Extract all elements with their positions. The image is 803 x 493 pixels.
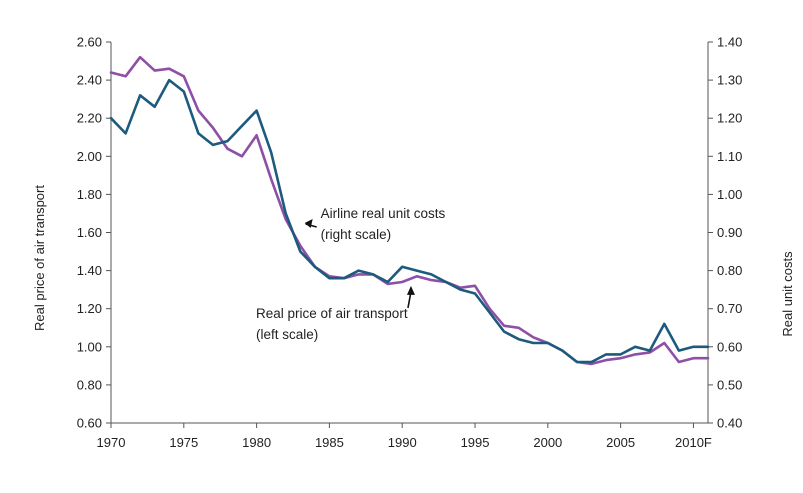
x-tick-label: 2000 [533,435,562,450]
x-tick-label: 1975 [169,435,198,450]
right-tick-label: 1.30 [717,73,742,88]
right-tick-label: 1.10 [717,149,742,164]
left-tick-label: 1.00 [77,339,102,354]
x-tick-label: 1970 [97,435,126,450]
right-tick-label: 0.90 [717,225,742,240]
x-tick-label: 1985 [315,435,344,450]
left-tick-label: 0.80 [77,377,102,392]
left-tick-label: 2.00 [77,149,102,164]
left-tick-label: 1.40 [77,263,102,278]
x-tick-label: 1995 [461,435,490,450]
right-axis-title: Real unit costs [780,251,795,337]
right-tick-label: 1.00 [717,187,742,202]
series-layer [109,55,710,366]
left-axis-ticks: 0.60 0.80 1.00 1.20 1.40 1.60 1.80 2.00 2.20 2.40… [77,35,111,431]
series-line-real-price [109,55,710,366]
x-tick-label: 2005 [606,435,635,450]
annotation-sublabel: (left scale) [256,327,318,342]
left-tick-label: 2.20 [77,111,102,126]
x-tick-label: 1990 [388,435,417,450]
right-axis-ticks: 0.40 0.50 0.60 0.70 0.80 0.90 1.00 1.10 1.20 1.30… [708,35,742,431]
right-tick-label: 0.40 [717,416,742,431]
left-tick-label: 0.60 [77,416,102,431]
right-tick-label: 0.80 [717,263,742,278]
left-tick-label: 1.60 [77,225,102,240]
annotation-label: Airline real unit costs [321,206,446,221]
x-tick-label: 1980 [242,435,271,450]
right-tick-label: 0.70 [717,301,742,316]
left-tick-label: 2.60 [77,35,102,50]
right-tick-label: 0.60 [717,339,742,354]
annotation-layer: Airline real unit costs (right scale) Real… [256,206,445,342]
axes [110,42,709,424]
left-tick-label: 2.40 [77,73,102,88]
annotation-label: Real price of air transport [256,306,408,321]
left-tick-label: 1.80 [77,187,102,202]
series-line-airline-unit-costs [109,78,710,364]
annotation-arrow-head [406,285,415,295]
annotation-arrow-head [304,218,313,228]
right-tick-label: 0.50 [717,377,742,392]
annotation-sublabel: (right scale) [321,227,392,242]
left-tick-label: 1.20 [77,301,102,316]
x-axis-ticks: 1970 1975 1980 1985 1990 1995 2000 2005 2010F [97,423,712,450]
right-tick-label: 1.20 [717,111,742,126]
left-axis-title: Real price of air transport [32,185,47,331]
right-tick-label: 1.40 [717,35,742,50]
x-tick-label: 2010F [675,435,712,450]
